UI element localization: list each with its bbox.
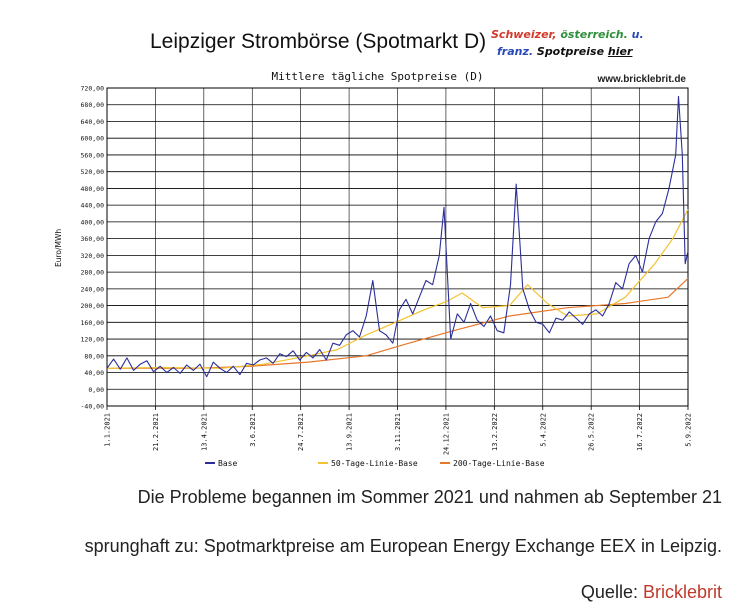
legend-label: Base <box>218 459 237 468</box>
x-tick-label: 24.7.2021 <box>297 413 305 451</box>
y-tick-label: 720,00 <box>81 85 105 93</box>
note-word-spot: Spotpreise <box>536 45 605 58</box>
y-tick-label: 0,00 <box>88 386 104 394</box>
source-link[interactable]: Bricklebrit <box>642 582 722 602</box>
caption-line-1: Die Probleme begannen im Sommer 2021 und… <box>137 487 722 507</box>
note-word-austrian: österreich. <box>560 28 628 41</box>
y-tick-label: 480,00 <box>81 185 105 193</box>
y-tick-label: 120,00 <box>81 336 105 344</box>
series-line-base <box>106 95 689 378</box>
y-axis-label: Euro/MWh <box>54 229 63 267</box>
y-tick-label: 400,00 <box>81 218 105 226</box>
legend-label: 200-Tage-Linie-Base <box>453 459 545 468</box>
here-link[interactable]: hier <box>607 45 633 58</box>
x-tick-label: 5.4.2022 <box>539 413 547 447</box>
caption-line-2: sprunghaft zu: Spotmarktpreise am Europe… <box>84 536 722 556</box>
x-tick-label: 16.7.2022 <box>636 413 644 451</box>
country-prices-note: Schweizer, österreich. u. <box>491 28 644 41</box>
y-tick-label: 520,00 <box>81 168 105 176</box>
x-tick-label: 21.2.2021 <box>152 413 160 451</box>
x-tick-label: 13.4.2021 <box>200 413 208 451</box>
y-tick-label: 40,00 <box>84 369 104 377</box>
caption-source: Quelle: Bricklebrit <box>0 582 722 603</box>
x-tick-label: 1.1.2021 <box>104 413 112 447</box>
note-word-french: franz. <box>497 45 534 58</box>
y-tick-label: 560,00 <box>81 151 105 159</box>
x-tick-label: 13.9.2021 <box>346 413 354 451</box>
legend-label: 50-Tage-Linie-Base <box>331 459 418 468</box>
y-tick-label: 240,00 <box>81 285 105 293</box>
y-tick-label: -40,00 <box>81 403 105 411</box>
y-tick-label: 80,00 <box>84 352 104 360</box>
x-tick-label: 26.5.2022 <box>588 413 596 451</box>
y-tick-label: 280,00 <box>81 269 105 277</box>
country-prices-note-line2: franz. Spotpreise hier <box>497 45 632 58</box>
x-tick-label: 13.2.2022 <box>491 413 499 451</box>
y-tick-label: 360,00 <box>81 235 105 243</box>
series-line-ma50 <box>106 209 689 369</box>
x-tick-label: 24.12.2021 <box>442 413 450 455</box>
chart-main-title: Leipziger Strombörse (Spotmarkt D) <box>150 30 487 53</box>
x-tick-label: 3.6.2021 <box>249 413 257 447</box>
y-tick-label: 200,00 <box>81 302 105 310</box>
y-tick-label: 320,00 <box>81 252 105 260</box>
y-tick-label: 680,00 <box>81 101 105 109</box>
y-tick-label: 160,00 <box>81 319 105 327</box>
note-word-swiss: Schweizer, <box>491 28 557 41</box>
y-tick-label: 600,00 <box>81 135 105 143</box>
y-tick-label: 440,00 <box>81 202 105 210</box>
y-tick-label: 640,00 <box>81 118 105 126</box>
note-word-and: u. <box>631 28 644 41</box>
spot-price-chart: Mittlere tägliche Spotpreise (D) www.bric… <box>54 70 693 468</box>
source-label: Quelle: <box>580 582 638 602</box>
x-tick-label: 3.11.2021 <box>394 413 402 451</box>
watermark-text: www.bricklebrit.de <box>596 74 686 85</box>
chart-subtitle: Mittlere tägliche Spotpreise (D) <box>272 70 484 83</box>
x-tick-label: 5.9.2022 <box>685 413 693 447</box>
